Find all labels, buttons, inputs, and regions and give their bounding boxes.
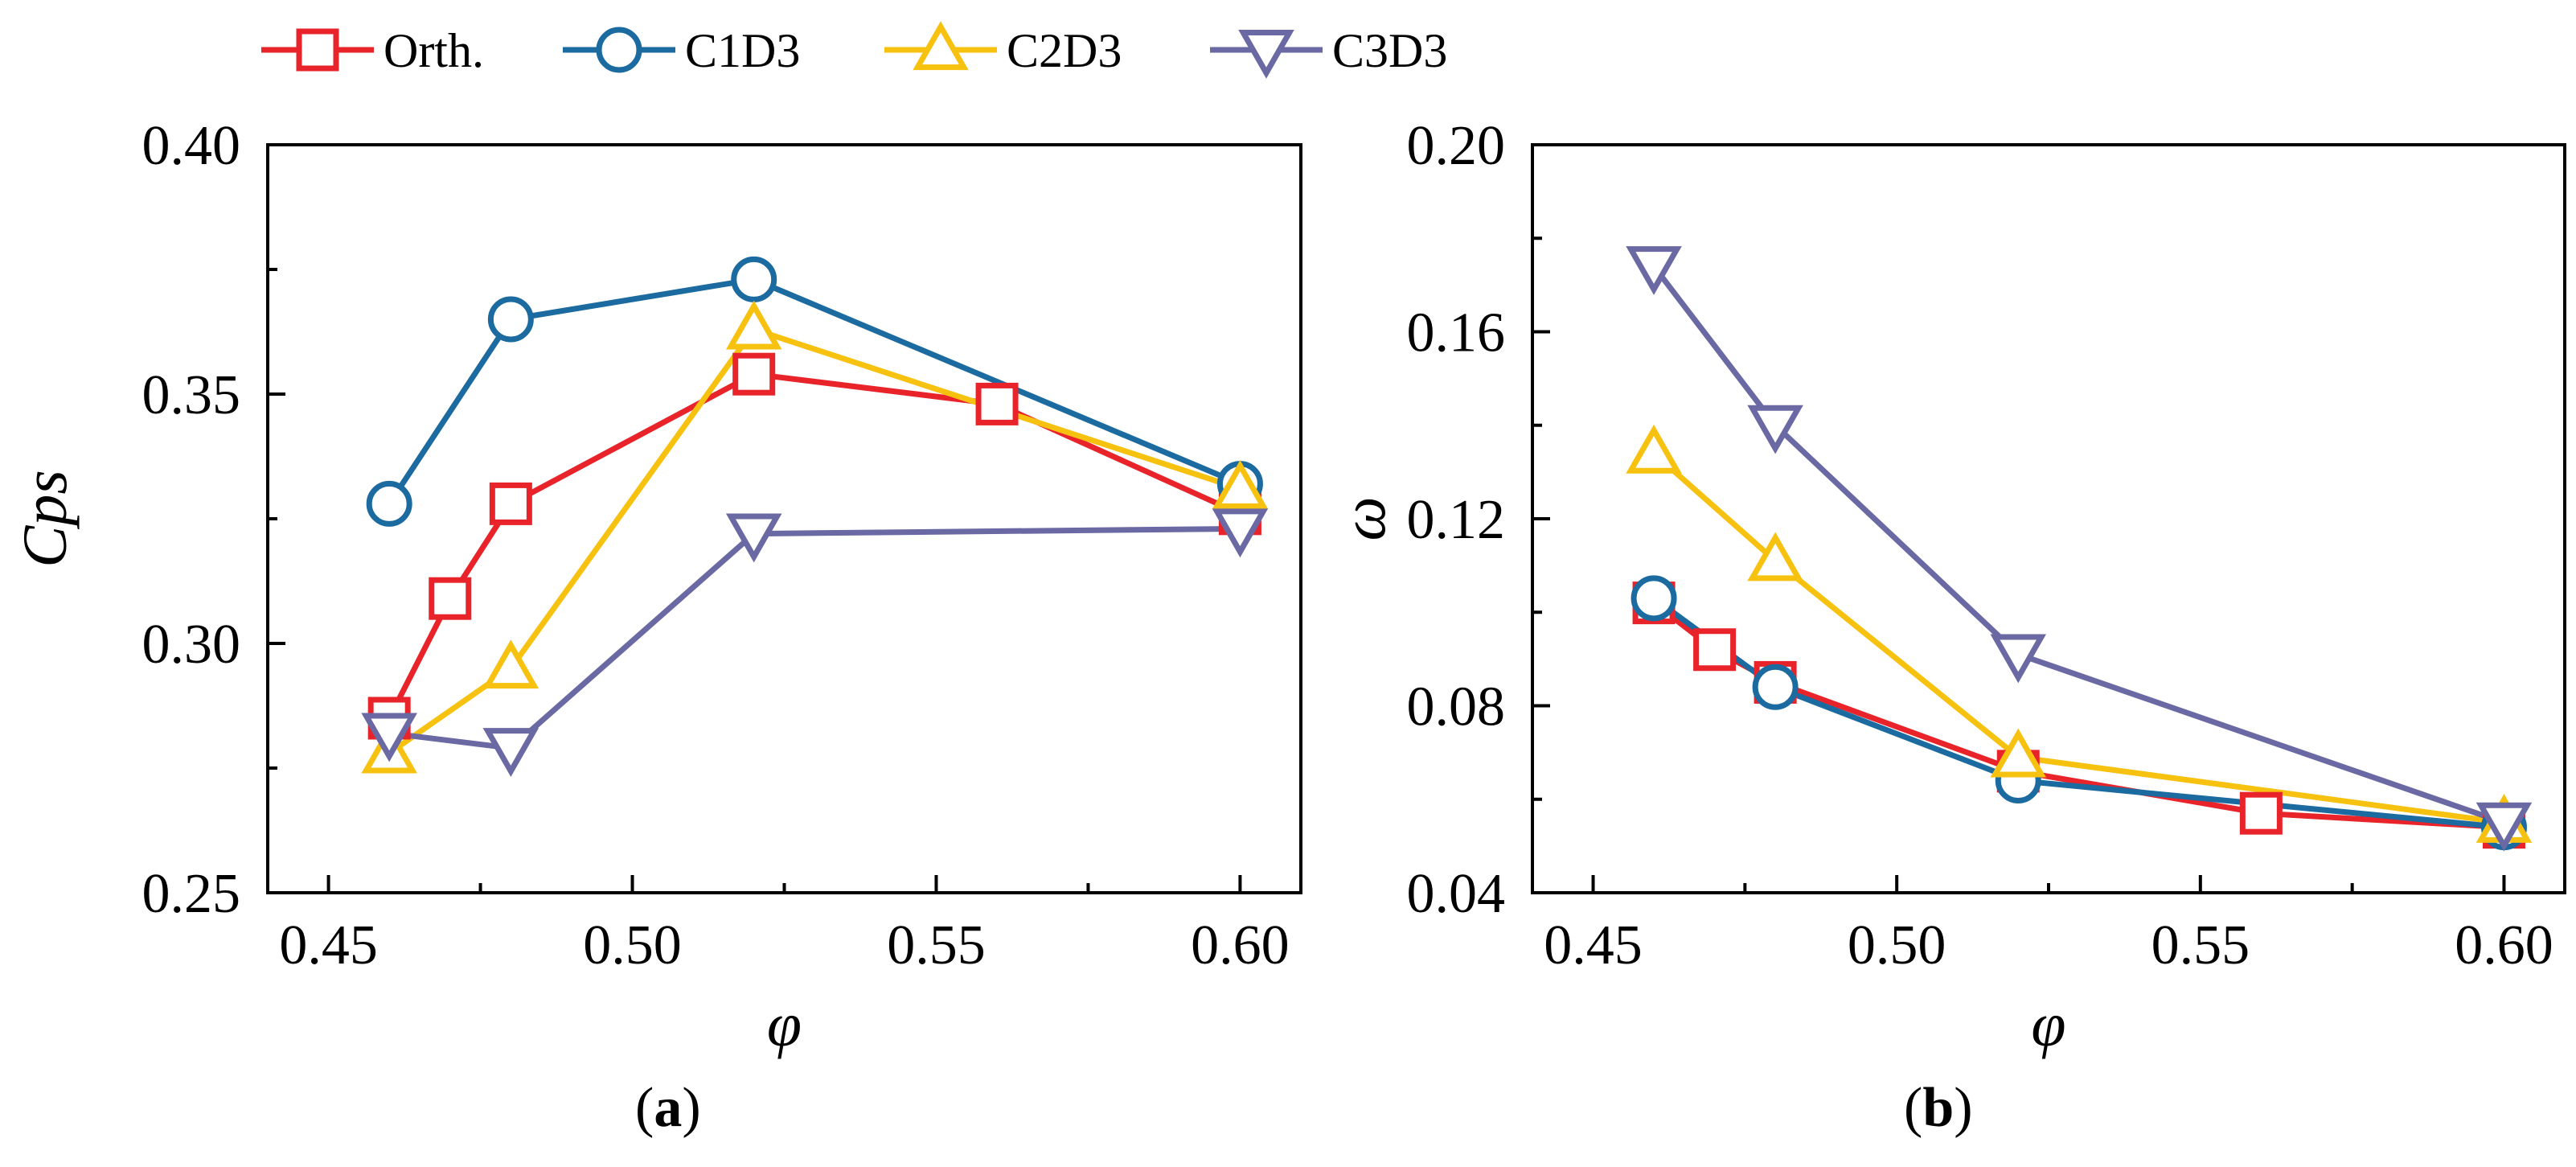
y-tick-label: 0.30 (142, 614, 241, 676)
series-line-orth (1651, 600, 2504, 831)
data-point-c2d3 (1990, 728, 2047, 778)
data-point-c2d3 (482, 639, 539, 689)
panel-a-cps-chart: 0.45 0.50 0.55 0.60 0.25 0.30 0.35 0.40 φ Cps (a) (10, 115, 1302, 1139)
y-axis-label: Cps (10, 470, 80, 567)
x-tick-label: 0.55 (887, 914, 986, 976)
data-point-c3d3 (1990, 634, 2047, 684)
plot-frame (266, 143, 1302, 894)
legend-label: C2D3 (1007, 24, 1122, 77)
data-point-orth (732, 352, 776, 396)
caption-letter: a (654, 1077, 682, 1139)
data-point-c2d3 (1212, 459, 1269, 509)
legend-label: Orth. (384, 24, 484, 77)
legend-circle-icon (596, 27, 642, 73)
data-point-c3d3 (1626, 246, 1682, 295)
panel-caption: (a) (635, 1077, 701, 1139)
series-line-c1d3 (387, 276, 1241, 506)
series-line-c1d3 (1651, 595, 2504, 831)
legend-label: C1D3 (685, 24, 800, 77)
y-tick-label: 0.08 (1407, 676, 1506, 738)
series-line-c2d3 (1651, 451, 2504, 826)
data-point-orth (429, 577, 472, 620)
x-axis-label: φ (767, 989, 802, 1059)
data-point-c1d3 (731, 256, 777, 302)
data-point-orth (975, 382, 1019, 425)
y-tick-label: 0.25 (142, 863, 241, 925)
series-line-c3d3 (1651, 264, 2505, 826)
data-point-c2d3 (1626, 424, 1682, 474)
data-point-orth (2239, 791, 2283, 835)
data-point-c3d3 (1212, 508, 1269, 558)
data-point-c3d3 (1747, 405, 1803, 454)
data-point-c1d3 (1631, 575, 1677, 622)
series-line-c2d3 (388, 326, 1241, 756)
caption-letter: b (1922, 1077, 1954, 1139)
data-point-c1d3 (366, 480, 412, 527)
x-tick-label: 0.60 (2455, 914, 2553, 976)
caption-open: ( (635, 1077, 654, 1139)
plot-frame (1531, 143, 2566, 894)
panel-b-omega-chart: 0.45 0.50 0.55 0.60 0.04 0.08 0.12 0.16 0.20 φ ω (b… (1328, 115, 2566, 1139)
y-axis-label: ω (1328, 496, 1398, 540)
data-point-orth (1693, 628, 1737, 672)
legend-triangle-up-icon (913, 21, 969, 71)
panel-caption: (b) (1904, 1077, 1973, 1139)
caption-open: ( (1904, 1077, 1922, 1139)
legend: Orth. C1D3 C2D3 C3D3 (261, 21, 1447, 79)
data-point-c3d3 (482, 728, 539, 778)
caption-close: ) (682, 1077, 700, 1139)
y-tick-label: 0.20 (1407, 115, 1506, 177)
x-tick-label: 0.55 (2151, 914, 2250, 976)
legend-item-c3d3: C3D3 (1210, 24, 1447, 79)
series-line-c3d3 (388, 525, 1241, 751)
caption-close: ) (1954, 1077, 1972, 1139)
data-point-c1d3 (1752, 664, 1799, 710)
y-tick-label: 0.35 (142, 364, 241, 426)
data-point-orth (489, 482, 532, 525)
legend-item-c1d3: C1D3 (563, 24, 800, 77)
x-tick-label: 0.50 (1848, 914, 1946, 976)
legend-square-icon (296, 28, 339, 72)
data-point-c3d3 (361, 713, 417, 762)
data-point-c3d3 (2476, 802, 2533, 852)
y-tick-label: 0.16 (1407, 302, 1506, 364)
legend-label: C3D3 (1332, 24, 1447, 77)
x-tick-label: 0.60 (1191, 914, 1290, 976)
legend-item-c2d3: C2D3 (884, 21, 1122, 77)
legend-triangle-down-icon (1238, 29, 1294, 79)
x-axis-label: φ (2031, 989, 2065, 1059)
data-point-c3d3 (725, 513, 782, 563)
data-point-c2d3 (725, 300, 782, 350)
y-tick-label: 0.04 (1407, 863, 1506, 925)
data-point-c1d3 (487, 296, 534, 343)
y-tick-label: 0.40 (142, 115, 241, 177)
x-tick-label: 0.50 (583, 914, 682, 976)
data-point-c2d3 (1747, 532, 1803, 581)
x-tick-label: 0.45 (279, 914, 378, 976)
y-tick-label: 0.12 (1407, 489, 1506, 551)
x-tick-label: 0.45 (1544, 914, 1643, 976)
legend-item-orth: Orth. (261, 24, 484, 77)
